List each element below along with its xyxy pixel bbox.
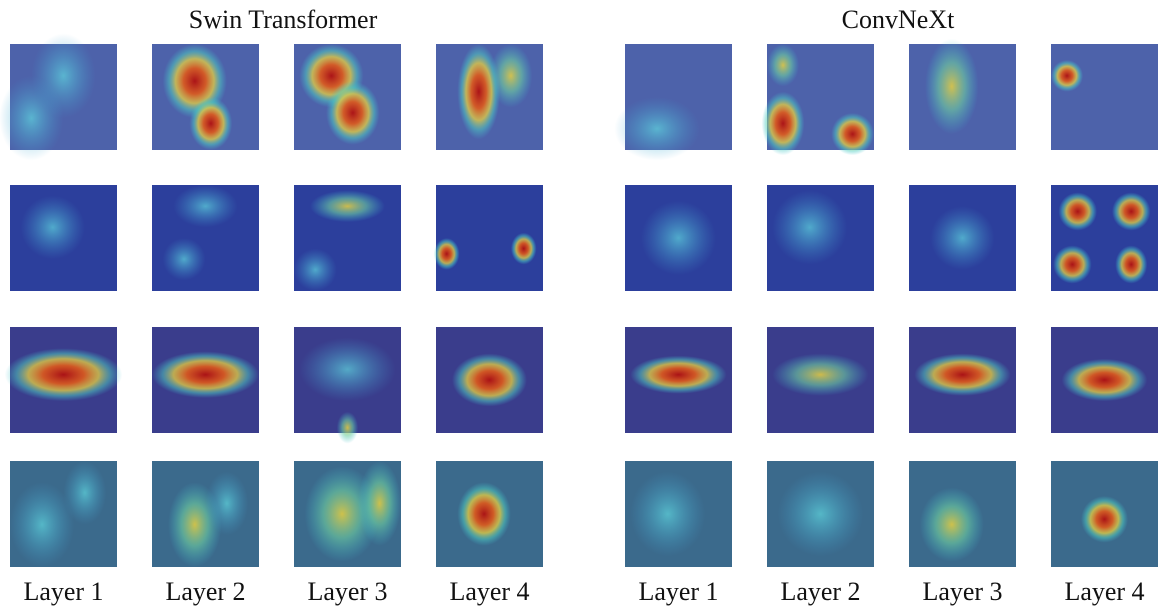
heatmap-tile [1051, 44, 1158, 150]
layer-label: Layer 2 [165, 577, 245, 606]
heatmap-tile [767, 461, 874, 567]
heatmap-tile [434, 185, 543, 291]
heat-region [358, 461, 401, 546]
heat-region [641, 201, 716, 275]
heat-region [762, 92, 805, 156]
tile-background [1051, 44, 1158, 150]
layer-label: Layer 4 [449, 577, 529, 606]
heatmap-tile [294, 185, 401, 291]
heatmap-tile [1051, 327, 1158, 433]
heat-region [772, 354, 868, 396]
heatmap-tile [625, 461, 732, 567]
heatmap-tile [625, 327, 732, 433]
heat-region [490, 44, 533, 108]
heatmap-tile [0, 33, 117, 160]
heatmap-tile [1051, 185, 1158, 291]
layer-label: Layer 3 [307, 577, 387, 606]
heat-region [337, 412, 358, 444]
heatmap-tile [625, 185, 732, 291]
heatmap-tile [767, 185, 874, 291]
heat-region [434, 238, 460, 270]
heat-region [614, 97, 700, 161]
layer-label: Layer 1 [638, 577, 718, 606]
heat-region [778, 472, 864, 557]
heat-region [452, 354, 527, 407]
heat-region [630, 472, 705, 557]
heatmap-tile [294, 327, 401, 444]
heat-region [1112, 192, 1151, 230]
heat-region [1051, 60, 1083, 92]
heatmap-tile [294, 461, 401, 567]
heat-region [925, 39, 979, 134]
heat-region [1115, 245, 1147, 283]
heat-region [299, 338, 395, 402]
heat-region [31, 33, 95, 118]
heatmap-tile [614, 44, 732, 161]
heat-region [630, 356, 726, 394]
heat-region [189, 97, 232, 150]
heat-region [457, 482, 511, 546]
heat-region [772, 190, 847, 264]
heatmap-tile [1051, 461, 1158, 567]
heatmap-tile [152, 44, 259, 150]
heat-region [294, 249, 337, 291]
heat-region [163, 238, 206, 280]
heatmap-tile [767, 327, 874, 433]
layer-label: Layer 4 [1064, 577, 1144, 606]
heat-region [920, 487, 984, 561]
heat-region [152, 351, 259, 398]
heat-region [831, 113, 874, 155]
heatmap-tile [436, 327, 543, 433]
panel-title: Swin Transformer [189, 5, 378, 34]
heatmap-tile [152, 327, 259, 433]
heatmap-tile [762, 44, 874, 155]
heat-region [511, 233, 537, 265]
heatmap-tile [152, 185, 259, 291]
heat-region [21, 196, 85, 260]
heat-region [326, 81, 380, 145]
figure: Swin Transformer ConvNeXt Layer 1 Layer 2… [0, 0, 1158, 609]
heat-region [1081, 496, 1128, 543]
heatmap-tile [10, 461, 117, 567]
heatmap-tile [10, 185, 117, 291]
heat-region [1058, 192, 1097, 230]
heatmap-tile [909, 39, 1016, 150]
heat-region [64, 461, 107, 525]
heat-region [914, 354, 1010, 396]
heat-region [930, 206, 994, 270]
heatmap-tile [436, 461, 543, 567]
heatmap-tile [909, 185, 1016, 291]
heat-region [5, 348, 123, 401]
heat-region [206, 472, 249, 536]
heat-region [1053, 245, 1092, 283]
heatmap-tile [909, 327, 1016, 433]
panel-title: ConvNeXt [842, 5, 955, 34]
heatmap-tile [5, 327, 123, 433]
heat-region [1062, 359, 1148, 401]
heat-region [767, 44, 799, 86]
layer-label: Layer 2 [780, 577, 860, 606]
heat-region [173, 185, 237, 227]
layer-label: Layer 1 [23, 577, 103, 606]
heatmap-tile [909, 461, 1016, 567]
heatmap-tile [436, 44, 543, 150]
heatmap-tile [294, 44, 401, 150]
heat-region [310, 190, 385, 222]
layer-label: Layer 3 [922, 577, 1002, 606]
heatmap-tile [152, 461, 259, 567]
